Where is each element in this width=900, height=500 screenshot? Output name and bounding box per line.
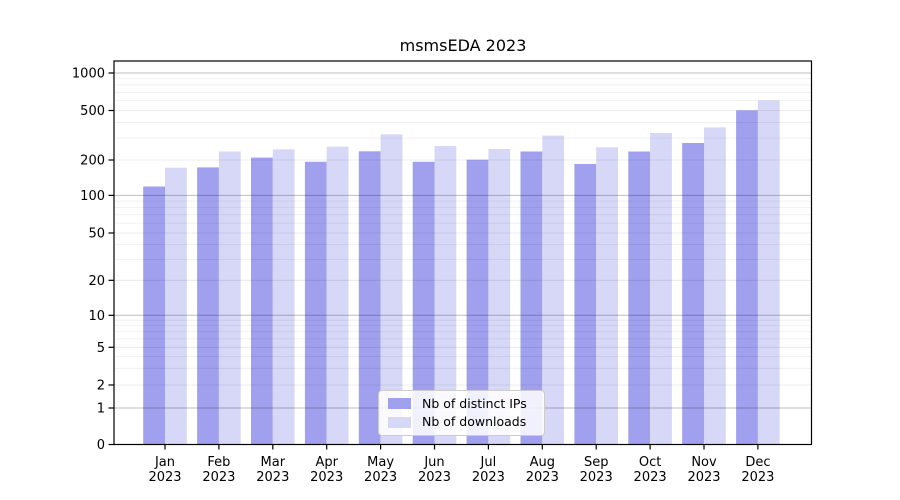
legend-swatch-downloads-icon <box>388 416 411 428</box>
x-tick-label-month: Sep <box>584 455 609 470</box>
bar-downloads <box>380 134 403 445</box>
bar-downloads <box>326 146 349 445</box>
bar-distinct-ips <box>520 151 543 445</box>
bar-distinct-ips <box>412 161 435 445</box>
x-tick-label-year: 2023 <box>634 470 667 485</box>
bar-distinct-ips <box>143 186 165 445</box>
bar-downloads <box>704 127 726 445</box>
x-tick-label-year: 2023 <box>526 470 559 485</box>
bar-downloads <box>488 149 511 445</box>
legend-swatch-distinct-ips-icon <box>388 398 411 410</box>
y-tick-label: 1 <box>97 402 105 417</box>
x-tick-label-month: Aug <box>530 455 555 470</box>
x-tick-label-year: 2023 <box>580 470 613 485</box>
y-tick-label: 10 <box>88 309 105 324</box>
legend-item-downloads: Nb of downloads <box>388 414 535 429</box>
x-tick-label-year: 2023 <box>741 470 774 485</box>
x-tick-label-year: 2023 <box>310 470 343 485</box>
x-tick-label-year: 2023 <box>148 470 181 485</box>
chart-title: msmsEDA 2023 <box>399 36 527 55</box>
x-tick-label-month: Oct <box>639 455 661 470</box>
x-tick-label-month: Nov <box>691 455 717 470</box>
bar-distinct-ips <box>736 110 758 445</box>
bar-downloads <box>596 147 618 445</box>
x-tick-label-month: Jul <box>480 455 497 470</box>
y-tick-label: 0 <box>97 438 105 453</box>
legend-item-distinct-ips: Nb of distinct IPs <box>388 395 535 411</box>
x-tick-label-year: 2023 <box>202 470 235 485</box>
bar-distinct-ips <box>358 151 381 445</box>
x-tick-label-year: 2023 <box>418 470 451 485</box>
bar-distinct-ips <box>466 159 489 445</box>
bar-downloads <box>165 167 187 445</box>
bar-distinct-ips <box>251 157 273 445</box>
y-tick-label: 20 <box>88 274 105 289</box>
y-tick-label: 500 <box>80 104 105 119</box>
x-tick-label-month: May <box>367 455 394 470</box>
x-tick-label-year: 2023 <box>687 470 720 485</box>
legend-label-downloads: Nb of downloads <box>422 414 527 429</box>
x-tick-label-year: 2023 <box>256 470 289 485</box>
y-tick-label: 5 <box>97 341 105 356</box>
bar-downloads <box>757 100 780 445</box>
bar-distinct-ips <box>197 167 219 445</box>
x-tick-label-month: Mar <box>261 455 286 470</box>
legend: Nb of distinct IPs Nb of downloads <box>378 390 545 436</box>
bar-distinct-ips <box>574 164 597 445</box>
y-tick-label: 2 <box>97 379 105 394</box>
bar-downloads <box>542 135 565 445</box>
x-tick-label-month: Dec <box>745 455 770 470</box>
x-tick-label-month: Apr <box>315 455 338 470</box>
bar-distinct-ips <box>682 143 704 445</box>
y-tick-label: 100 <box>80 189 105 204</box>
bar-distinct-ips <box>628 151 651 445</box>
y-tick-label: 50 <box>88 227 105 242</box>
y-tick-label: 200 <box>80 154 105 169</box>
legend-label-distinct-ips: Nb of distinct IPs <box>422 395 527 411</box>
bar-downloads <box>650 132 672 445</box>
x-tick-label-year: 2023 <box>364 470 397 485</box>
x-tick-label-year: 2023 <box>472 470 505 485</box>
bar-downloads <box>434 146 457 445</box>
plot-frame <box>113 60 813 446</box>
x-tick-label-month: Feb <box>207 455 230 470</box>
x-tick-label-month: Jun <box>423 455 444 470</box>
x-tick-label-month: Jan <box>154 455 175 470</box>
bar-distinct-ips <box>304 161 327 445</box>
bar-downloads <box>218 151 241 445</box>
bar-downloads <box>272 149 295 445</box>
y-tick-label: 1000 <box>72 67 105 82</box>
